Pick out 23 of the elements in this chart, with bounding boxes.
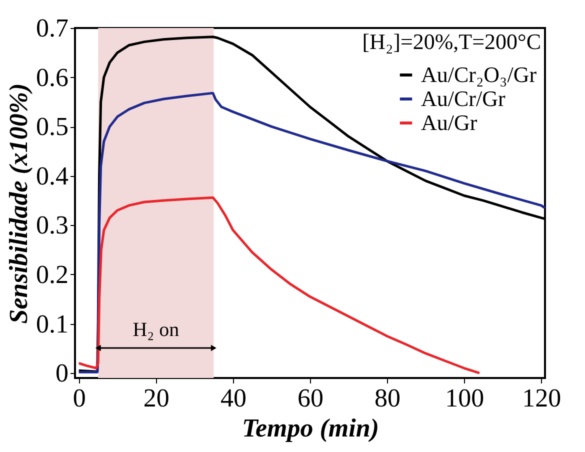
- y-tick-label: 0: [56, 358, 68, 388]
- line-series: [78, 196, 481, 374]
- x-tick-label: 20: [143, 384, 170, 412]
- y-tick-label: 0.6: [36, 62, 68, 92]
- legend-label: Au/Gr: [421, 110, 478, 135]
- x-tick-label: 120: [522, 384, 562, 412]
- x-tick-label: 40: [220, 384, 246, 412]
- x-tick-label: 0: [72, 384, 86, 412]
- band-label: H₂ on: [132, 319, 180, 341]
- x-tick-label: 60: [298, 384, 324, 412]
- y-tick-label: 0.1: [36, 309, 68, 338]
- y-tick-label: 0.4: [36, 161, 68, 190]
- x-tick-label: 100: [445, 384, 484, 412]
- annotation: [H₂]=20%,T=200°C: [362, 29, 541, 54]
- y-axis-title: Sensibilidade (x100%): [4, 83, 33, 324]
- y-tick-label: 0.2: [36, 260, 68, 289]
- y-tick-label: 0.5: [36, 112, 68, 142]
- x-tick-label: 80: [374, 384, 401, 412]
- x-axis-title: Tempo (min): [242, 414, 379, 442]
- legend-label: Au/Cr₂O₃/Gr: [421, 62, 538, 87]
- y-tick-label: 0.3: [36, 210, 68, 240]
- y-tick-label: 0.7: [36, 14, 68, 42]
- legend-label: Au/Cr/Gr: [421, 86, 506, 111]
